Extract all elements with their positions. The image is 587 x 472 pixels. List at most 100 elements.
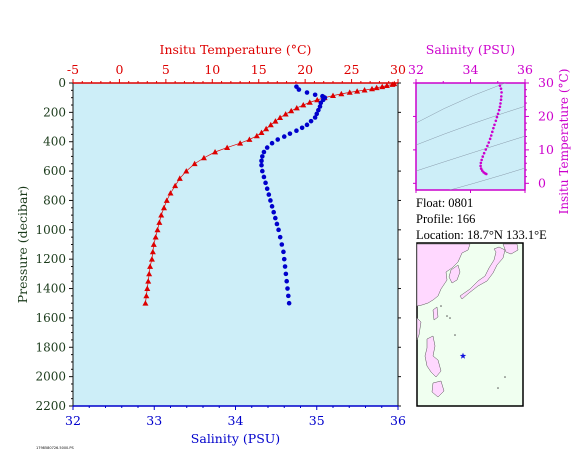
salinity-data-point — [282, 264, 288, 269]
temperature-data-point — [253, 132, 260, 139]
temperature-data-point — [383, 82, 390, 89]
temperature-data-point — [142, 300, 149, 306]
temperature-tick-label: 30 — [390, 62, 406, 77]
temperature-data-point — [246, 136, 253, 142]
temperature-data-point — [300, 102, 307, 108]
salinity-tick-label: 33 — [146, 413, 162, 428]
map-landmass — [432, 306, 439, 321]
temperature-data-point — [144, 285, 151, 291]
salinity-data-point — [286, 300, 292, 306]
temperature-data-point — [330, 92, 336, 99]
pressure-tick-label: 0 — [58, 76, 66, 90]
ts-data-point — [479, 164, 482, 168]
ts-data-point — [495, 115, 499, 119]
ts-density-contours — [416, 83, 525, 190]
salinity-data-point — [263, 180, 268, 186]
ts-data-point — [498, 84, 502, 87]
temperature-data-point — [277, 114, 284, 121]
ts-data-point — [479, 161, 483, 165]
salinity-data-point — [287, 131, 293, 136]
salinity-data-point — [269, 140, 275, 146]
salinity-data-point — [276, 227, 281, 233]
ts-data-point — [488, 137, 492, 141]
ts-salinity-tick-label: 32 — [408, 62, 424, 77]
temperature-data-point — [163, 197, 170, 203]
pressure-tick-label: 2000 — [35, 370, 66, 384]
ts-data-point — [486, 144, 489, 148]
salinity-data-point — [317, 104, 323, 109]
temperature-data-point — [338, 90, 345, 97]
density-contour-line — [416, 83, 507, 124]
temperature-data-point — [306, 99, 313, 105]
ts-data-point — [499, 95, 503, 98]
density-contour-line — [416, 105, 525, 146]
temperature-data-point — [263, 125, 270, 132]
temperature-data-point — [156, 219, 163, 225]
temperature-data-point — [167, 190, 174, 196]
figure-footnote: 1798580726.5000.PS — [36, 446, 74, 450]
salinity-data-point — [285, 286, 290, 291]
salinity-tick-label: 35 — [309, 413, 325, 428]
density-contour-line — [416, 135, 525, 172]
salinity-data-point — [260, 168, 265, 174]
temperature-data-point — [379, 83, 386, 90]
salinity-data-point — [260, 154, 265, 159]
profile-number-text: Profile: 166 — [416, 212, 476, 226]
ts-temperature-tick-label: 10 — [538, 142, 554, 157]
location-map-frame — [416, 242, 524, 407]
temperature-tick-label: 25 — [344, 62, 360, 77]
temperature-data-point — [212, 149, 219, 155]
ts-data-point — [499, 87, 503, 90]
map-landmass — [424, 335, 442, 378]
map-small-island — [446, 315, 448, 317]
temperature-data-point — [158, 212, 165, 218]
salinity-data-point — [264, 145, 270, 150]
temperature-data-point — [288, 107, 295, 114]
temperature-data-point — [149, 248, 156, 255]
temperature-data-point — [293, 104, 300, 111]
ts-data-point — [485, 172, 488, 176]
ts-data-point — [498, 105, 502, 109]
salinity-data-point — [314, 111, 320, 117]
salinity-data-point — [283, 271, 289, 277]
float-position-star — [459, 352, 467, 359]
temperature-data-point — [346, 89, 353, 95]
ts-data-point — [481, 155, 485, 158]
temperature-data-point — [146, 270, 153, 277]
float-id-text: Float: 0801 — [416, 196, 474, 210]
temperature-data-point — [224, 144, 231, 150]
temperature-data-point — [354, 88, 361, 94]
salinity-data-point — [264, 186, 270, 192]
salinity-data-point — [296, 87, 302, 92]
temperature-data-point — [369, 85, 375, 92]
temperature-tick-label: 5 — [162, 62, 170, 77]
ts-data-point — [491, 130, 494, 134]
pressure-tick-label: 600 — [43, 164, 66, 178]
temperature-data-point — [176, 175, 183, 181]
ts-temperature-tick-label: 20 — [538, 108, 554, 123]
ts-salinity-axis-label: Salinity (PSU) — [426, 42, 515, 57]
salinity-data-point — [281, 256, 287, 262]
ts-salinity-tick-label: 36 — [517, 62, 533, 77]
temperature-tick-label: 10 — [204, 62, 220, 77]
ts-data-point — [493, 123, 496, 127]
pressure-tick-label: 1600 — [35, 311, 66, 325]
salinity-data-point — [284, 278, 289, 284]
salinity-data-point — [308, 118, 314, 124]
ts-data-point — [479, 167, 483, 170]
pressure-tick-label: 1200 — [35, 252, 66, 266]
temperature-data-point — [143, 292, 150, 299]
map-small-island — [504, 376, 506, 378]
ts-data-point — [497, 108, 501, 112]
ts-data-point — [492, 126, 495, 130]
salinity-data-point — [281, 249, 286, 255]
temperature-tick-label: 20 — [297, 62, 313, 77]
temperature-data-point — [282, 111, 289, 117]
salinity-data-point — [261, 149, 267, 155]
ts-temperature-axis-label: Insitu Temperature (°C) — [557, 69, 571, 215]
temperature-tick-label: 0 — [115, 62, 123, 77]
ts-data-point — [496, 112, 500, 116]
salinity-data-point — [277, 234, 283, 240]
salinity-data-point — [304, 122, 310, 128]
temperature-data-point — [267, 121, 274, 128]
